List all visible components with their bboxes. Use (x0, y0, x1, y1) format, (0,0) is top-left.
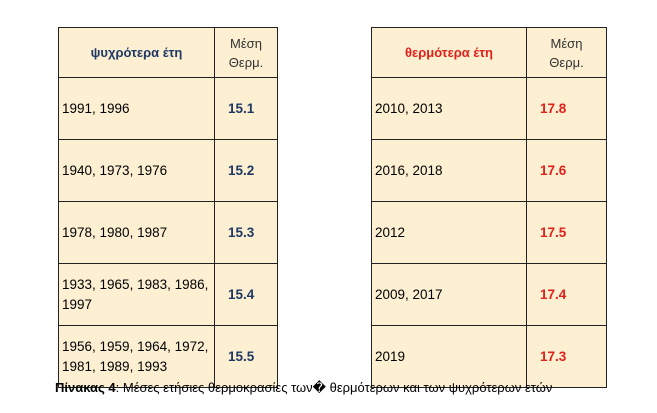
table-row: 2009, 2017 17.4 (371, 263, 607, 326)
mean-temp-cell: 15.4 (214, 263, 278, 326)
caption-label: Πίνακας 4 (55, 380, 116, 395)
years-cell: 2019 (371, 325, 527, 388)
table-caption: Πίνακας 4: Μέσες ετήσιες θερμοκρασίες τω… (55, 380, 655, 396)
mean-temp-cell: 17.8 (526, 77, 607, 140)
table-row: 1978, 1980, 1987 15.3 (58, 201, 278, 264)
mean-temp-cell: 15.5 (214, 325, 278, 388)
header-mean-line2: Θερμ. (549, 54, 584, 70)
table-header-row: ψυχρότερα έτη Μέση Θερμ. (58, 27, 278, 78)
caption-text: : Μέσες ετήσιες θερμοκρασίες των� θερμότ… (115, 380, 553, 395)
years-cell: 1978, 1980, 1987 (58, 201, 215, 264)
table-row: 2012 17.5 (371, 201, 607, 264)
header-mean-line1: Μέση (550, 35, 583, 51)
mean-temp-cell: 17.5 (526, 201, 607, 264)
header-mean-temp: Μέση Θερμ. (526, 27, 607, 78)
header-years: θερμότερα έτη (371, 27, 527, 78)
years-cell: 2010, 2013 (371, 77, 527, 140)
header-years: ψυχρότερα έτη (58, 27, 215, 78)
mean-temp-cell: 15.3 (214, 201, 278, 264)
table-row: 2019 17.3 (371, 325, 607, 388)
table-row: 2010, 2013 17.8 (371, 77, 607, 140)
mean-temp-cell: 17.6 (526, 139, 607, 202)
mean-temp-cell: 17.4 (526, 263, 607, 326)
hottest-years-table: θερμότερα έτη Μέση Θερμ. 2010, 2013 17.8… (371, 27, 607, 388)
table-row: 1991, 1996 15.1 (58, 77, 278, 140)
table-row: 1956, 1959, 1964, 1972, 1981, 1989, 1993… (58, 325, 278, 388)
mean-temp-cell: 17.3 (526, 325, 607, 388)
header-mean-line1: Μέση (230, 35, 262, 51)
table-row: 2016, 2018 17.6 (371, 139, 607, 202)
years-cell: 2016, 2018 (371, 139, 527, 202)
header-mean-line2: Θερμ. (228, 54, 264, 70)
table-row: 1940, 1973, 1976 15.2 (58, 139, 278, 202)
mean-temp-cell: 15.2 (214, 139, 278, 202)
years-cell: 2012 (371, 201, 527, 264)
years-cell: 1956, 1959, 1964, 1972, 1981, 1989, 1993 (58, 325, 215, 388)
years-cell: 1940, 1973, 1976 (58, 139, 215, 202)
mean-temp-cell: 15.1 (214, 77, 278, 140)
coldest-years-table: ψυχρότερα έτη Μέση Θερμ. 1991, 1996 15.1… (58, 27, 278, 388)
years-cell: 2009, 2017 (371, 263, 527, 326)
header-mean-temp: Μέση Θερμ. (214, 27, 278, 78)
years-cell: 1933, 1965, 1983, 1986, 1997 (58, 263, 215, 326)
table-row: 1933, 1965, 1983, 1986, 1997 15.4 (58, 263, 278, 326)
table-header-row: θερμότερα έτη Μέση Θερμ. (371, 27, 607, 78)
years-cell: 1991, 1996 (58, 77, 215, 140)
